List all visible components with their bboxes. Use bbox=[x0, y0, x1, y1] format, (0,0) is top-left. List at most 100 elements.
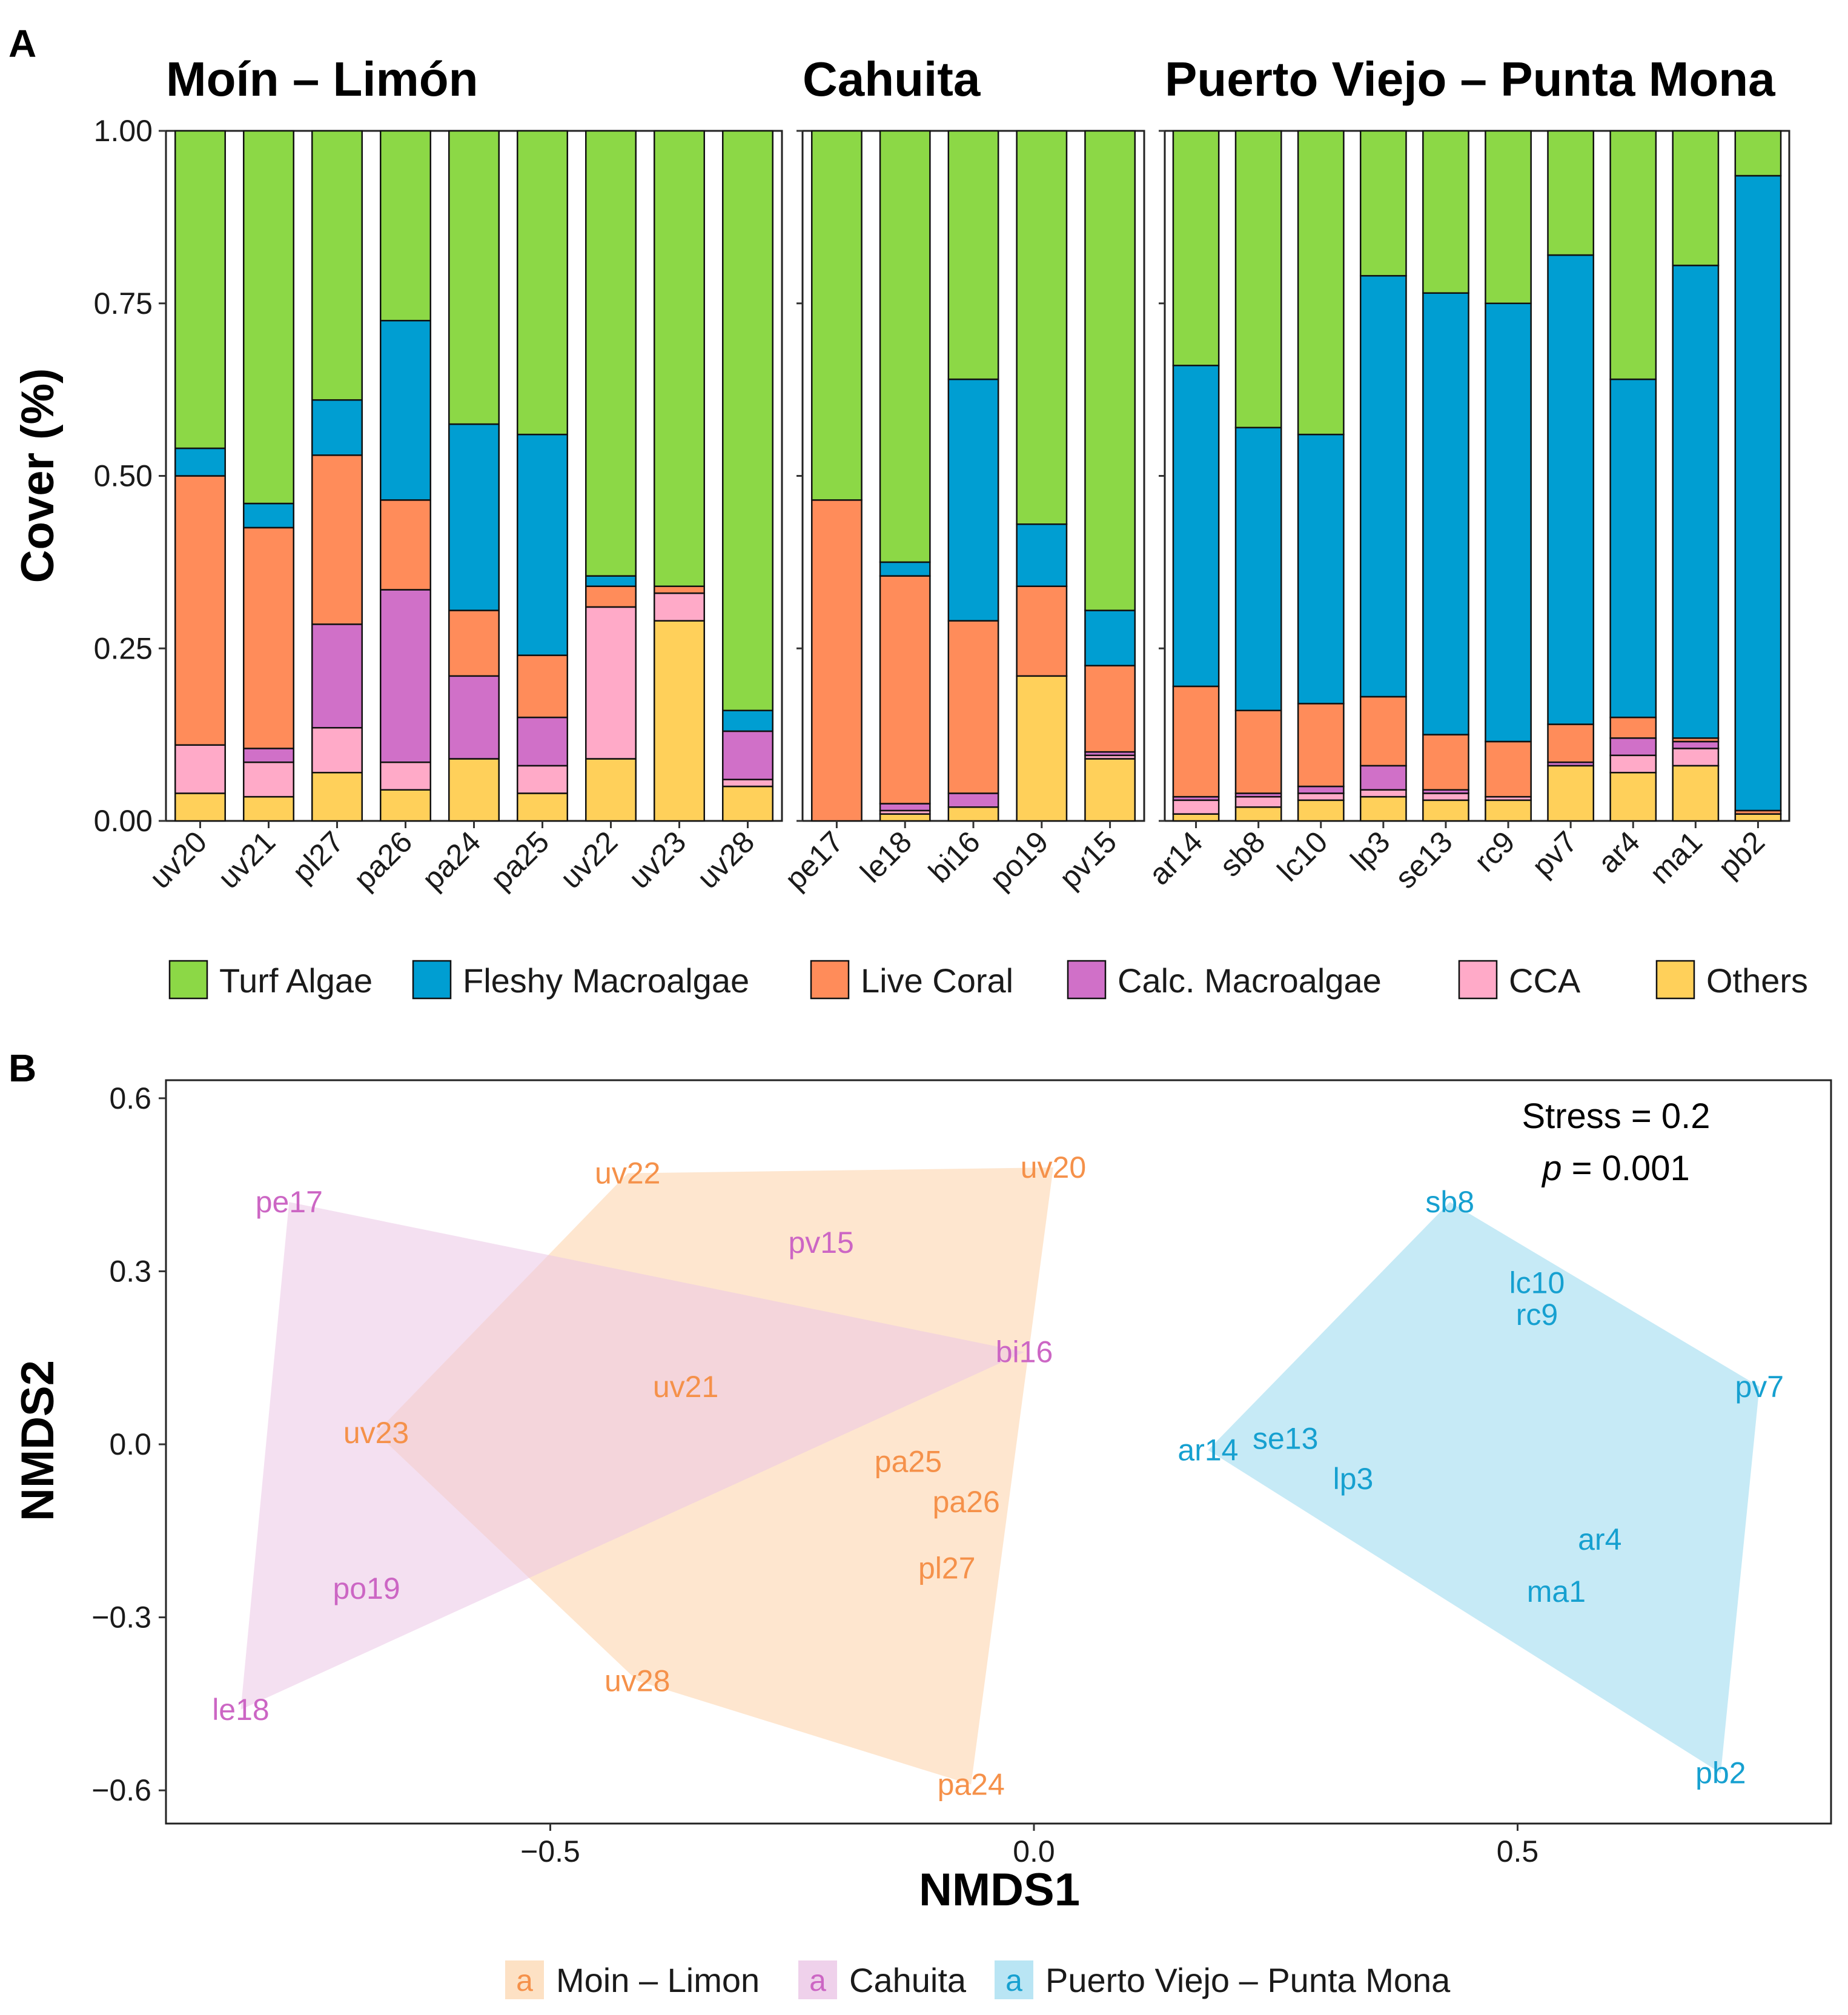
bar-segment-pa26-fleshy-macroalgae bbox=[380, 319, 431, 501]
bar-segment-pv15-fleshy-macroalgae bbox=[1084, 609, 1136, 666]
site-point-uv21: uv21 bbox=[653, 1370, 718, 1404]
bar-segment-lp3-others bbox=[1359, 795, 1407, 822]
bar-segment-bi16-turf-algae bbox=[947, 130, 999, 380]
site-tick-label: uv21 bbox=[211, 825, 282, 895]
hull-layer bbox=[240, 1167, 1760, 1785]
bar-segment-ma1-calc-macroalgae bbox=[1672, 740, 1720, 749]
legend-label-0: Turf Algae bbox=[219, 961, 373, 1000]
bar-segment-se13-turf-algae bbox=[1422, 130, 1469, 294]
bar-segment-pb2-fleshy-macroalgae bbox=[1734, 174, 1782, 812]
bar-segment-lc10-cca bbox=[1297, 792, 1345, 802]
site-tick-label: sb8 bbox=[1213, 825, 1272, 883]
bar-segment-pl27-cca bbox=[311, 726, 363, 774]
legend-label-1: Fleshy Macroalgae bbox=[463, 961, 749, 1000]
bar-segment-pa25-cca bbox=[517, 765, 568, 794]
bar-segment-pl27-fleshy-macroalgae bbox=[311, 399, 363, 456]
bar-segment-pv15-turf-algae bbox=[1084, 130, 1136, 611]
bar-segment-pa25-others bbox=[517, 792, 568, 822]
bar-segment-pl27-live-coral bbox=[311, 454, 363, 625]
bar-segment-le18-fleshy-macroalgae bbox=[879, 561, 931, 577]
facet-title-2: Puerto Viejo – Punta Mona bbox=[1165, 52, 1775, 106]
legend-label-3: Calc. Macroalgae bbox=[1118, 961, 1382, 1000]
bar-segment-rc9-turf-algae bbox=[1485, 130, 1532, 304]
p-symbol: p bbox=[1541, 1149, 1562, 1188]
bar-segment-se13-others bbox=[1422, 799, 1469, 822]
bar-segment-sb8-fleshy-macroalgae bbox=[1234, 427, 1282, 712]
bar-segment-se13-cca bbox=[1422, 792, 1469, 802]
panel-b-y-axis-title: NMDS2 bbox=[12, 1360, 64, 1521]
bar-segment-pa26-live-coral bbox=[380, 499, 431, 591]
bar-segment-uv21-cca bbox=[243, 761, 294, 798]
bar-segment-bi16-calc-macroalgae bbox=[947, 792, 999, 808]
bar-segment-pe17-turf-algae bbox=[810, 130, 863, 501]
bar-segment-sb8-turf-algae bbox=[1234, 130, 1282, 429]
legend-b-key-1 bbox=[798, 1960, 837, 1999]
y-tick-label: 0.50 bbox=[94, 459, 153, 493]
bar-segment-pa25-calc-macroalgae bbox=[517, 716, 568, 767]
bar-segment-pa24-live-coral bbox=[448, 609, 500, 677]
x-tick-label: −0.5 bbox=[520, 1834, 580, 1868]
legend-swatch-1 bbox=[412, 960, 452, 1000]
site-point-pv7: pv7 bbox=[1735, 1370, 1784, 1404]
legend-b-glyph-2: a bbox=[1005, 1964, 1022, 1997]
bar-segment-ar14-live-coral bbox=[1172, 685, 1220, 798]
site-tick-label: ma1 bbox=[1643, 825, 1709, 890]
legend-label-5: Others bbox=[1706, 961, 1808, 1000]
bar-segment-uv28-others bbox=[722, 785, 773, 822]
bar-segment-uv20-turf-algae bbox=[174, 130, 226, 450]
bar-segment-se13-live-coral bbox=[1422, 734, 1469, 791]
site-tick-label: lp3 bbox=[1344, 825, 1397, 877]
site-point-ma1: ma1 bbox=[1527, 1575, 1586, 1608]
bar-segment-sb8-cca bbox=[1234, 795, 1282, 808]
bar-segment-ar4-fleshy-macroalgae bbox=[1609, 378, 1657, 719]
bar-segment-le18-live-coral bbox=[879, 575, 931, 805]
bar-segment-uv20-cca bbox=[174, 744, 226, 794]
x-tick-label: 0.5 bbox=[1497, 1834, 1539, 1868]
site-tick-label: se13 bbox=[1388, 825, 1459, 895]
panel-a-y-axis-title: Cover (%) bbox=[12, 368, 64, 583]
bar-segment-rc9-live-coral bbox=[1485, 740, 1532, 798]
site-tick-label: pa25 bbox=[484, 825, 555, 896]
bar-segment-le18-turf-algae bbox=[879, 130, 931, 563]
bar-segment-pa24-fleshy-macroalgae bbox=[448, 423, 500, 611]
legend-b-glyph-1: a bbox=[809, 1964, 826, 1997]
bar-segment-pa25-live-coral bbox=[517, 654, 568, 719]
bar-segment-uv23-others bbox=[654, 620, 705, 822]
legend-b-label-0: Moin – Limon bbox=[556, 1961, 760, 1999]
site-point-ar4: ar4 bbox=[1578, 1522, 1621, 1556]
bar-segment-pa25-turf-algae bbox=[517, 130, 568, 436]
bar-segment-pa24-calc-macroalgae bbox=[448, 675, 500, 760]
bar-segment-uv20-fleshy-macroalgae bbox=[174, 447, 226, 477]
bar-segment-lp3-turf-algae bbox=[1359, 130, 1407, 277]
bar-segment-se13-fleshy-macroalgae bbox=[1422, 292, 1469, 735]
site-point-lp3: lp3 bbox=[1333, 1462, 1374, 1496]
bar-segment-uv23-live-coral bbox=[654, 585, 705, 594]
bar-segment-uv21-fleshy-macroalgae bbox=[243, 502, 294, 529]
panel-b-x-axis-title: NMDS1 bbox=[919, 1864, 1080, 1916]
p-value: = 0.001 bbox=[1562, 1149, 1690, 1188]
bar-segment-rc9-fleshy-macroalgae bbox=[1485, 302, 1532, 743]
bar-segment-po19-others bbox=[1016, 675, 1068, 822]
site-tick-label: pe17 bbox=[778, 825, 850, 896]
bar-segment-ma1-turf-algae bbox=[1672, 130, 1720, 267]
site-tick-label: uv28 bbox=[691, 825, 761, 895]
legend-b-label-2: Puerto Viejo – Punta Mona bbox=[1045, 1961, 1451, 1999]
y-tick-label: 0.3 bbox=[109, 1254, 151, 1288]
bar-segment-uv28-fleshy-macroalgae bbox=[722, 709, 773, 732]
bar-segment-po19-fleshy-macroalgae bbox=[1016, 523, 1068, 587]
bar-segment-bi16-live-coral bbox=[947, 620, 999, 794]
bar-segment-pa24-others bbox=[448, 758, 500, 822]
y-tick-label: 0.25 bbox=[94, 631, 153, 665]
site-point-uv20: uv20 bbox=[1021, 1150, 1086, 1184]
bar-segment-pv7-others bbox=[1547, 765, 1595, 822]
bar-segment-lp3-calc-macroalgae bbox=[1359, 765, 1407, 791]
site-tick-label: ar14 bbox=[1142, 825, 1209, 891]
x-tick-label: 0.0 bbox=[1013, 1834, 1055, 1868]
bar-segment-lc10-fleshy-macroalgae bbox=[1297, 433, 1345, 705]
bar-segment-pa26-others bbox=[380, 789, 431, 822]
site-tick-label: le18 bbox=[854, 825, 918, 889]
bar-segment-uv22-live-coral bbox=[585, 585, 637, 608]
bar-segment-pv15-others bbox=[1084, 758, 1136, 822]
